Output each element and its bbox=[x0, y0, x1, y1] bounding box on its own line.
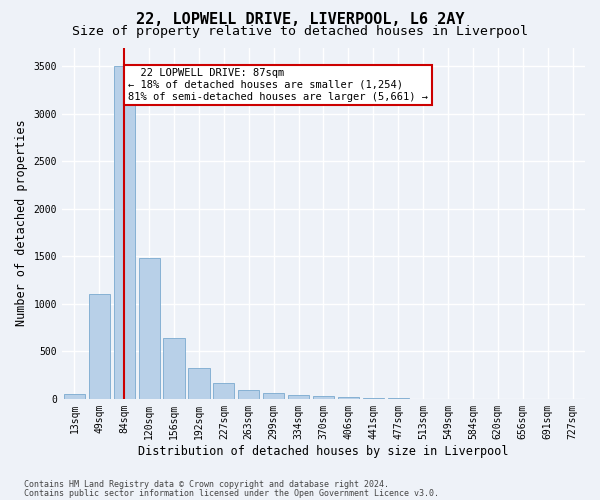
Bar bbox=[139, 258, 160, 399]
Bar bbox=[288, 394, 309, 399]
Bar bbox=[313, 396, 334, 399]
Text: Contains public sector information licensed under the Open Government Licence v3: Contains public sector information licen… bbox=[24, 489, 439, 498]
Bar bbox=[89, 294, 110, 399]
Bar bbox=[238, 390, 259, 399]
X-axis label: Distribution of detached houses by size in Liverpool: Distribution of detached houses by size … bbox=[138, 444, 509, 458]
Text: Size of property relative to detached houses in Liverpool: Size of property relative to detached ho… bbox=[72, 25, 528, 38]
Y-axis label: Number of detached properties: Number of detached properties bbox=[15, 120, 28, 326]
Text: 22, LOPWELL DRIVE, LIVERPOOL, L6 2AY: 22, LOPWELL DRIVE, LIVERPOOL, L6 2AY bbox=[136, 12, 464, 28]
Bar bbox=[163, 338, 185, 399]
Bar bbox=[362, 398, 384, 399]
Bar bbox=[338, 397, 359, 399]
Bar bbox=[188, 368, 209, 399]
Bar bbox=[388, 398, 409, 399]
Bar bbox=[213, 382, 235, 399]
Bar bbox=[64, 394, 85, 399]
Text: 22 LOPWELL DRIVE: 87sqm
← 18% of detached houses are smaller (1,254)
81% of semi: 22 LOPWELL DRIVE: 87sqm ← 18% of detache… bbox=[128, 68, 428, 102]
Bar bbox=[263, 392, 284, 399]
Text: Contains HM Land Registry data © Crown copyright and database right 2024.: Contains HM Land Registry data © Crown c… bbox=[24, 480, 389, 489]
Bar bbox=[113, 66, 135, 399]
